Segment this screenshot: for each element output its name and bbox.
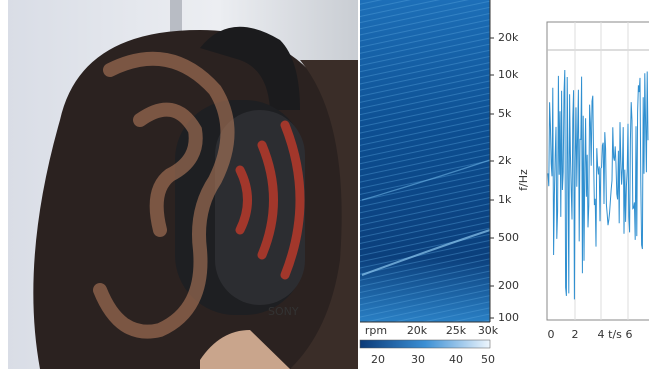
x-tick-label: 6 bbox=[626, 328, 633, 341]
colorbar-label: 20 bbox=[371, 353, 385, 366]
y-tick-label: 2k bbox=[498, 154, 512, 167]
y-tick-label: 5k bbox=[498, 107, 512, 120]
x-tick-label: 2 bbox=[572, 328, 579, 341]
y-tick-label: 1k bbox=[498, 193, 512, 206]
spectrogram-texture bbox=[360, 0, 490, 322]
page: SONY 20k10k5k2k1k500200100 f/Hz rpm20k25… bbox=[0, 0, 649, 369]
x-tick-label: 25k bbox=[446, 324, 467, 337]
brand-logo: SONY bbox=[268, 305, 299, 318]
x-tick-label: rpm bbox=[365, 324, 387, 337]
x-tick-label: t/s bbox=[608, 328, 622, 341]
y-tick-label: 100 bbox=[498, 311, 519, 324]
x-tick-label: 4 bbox=[598, 328, 605, 341]
x-tick-label: 0 bbox=[548, 328, 555, 341]
photo: SONY bbox=[8, 0, 358, 369]
y-tick-label: 200 bbox=[498, 279, 519, 292]
y-axis-label: f/Hz bbox=[517, 169, 530, 191]
y-tick-label: 20k bbox=[498, 31, 519, 44]
figure: SONY 20k10k5k2k1k500200100 f/Hz rpm20k25… bbox=[0, 0, 649, 369]
y-tick-label: 10k bbox=[498, 68, 519, 81]
colorbar-label: 30 bbox=[411, 353, 425, 366]
colorbar bbox=[360, 340, 490, 348]
y-tick-label: 500 bbox=[498, 231, 519, 244]
x-tick-label: 30k bbox=[478, 324, 499, 337]
x-tick-label: 20k bbox=[407, 324, 428, 337]
colorbar-label: 40 bbox=[449, 353, 463, 366]
colorbar-label: 50 bbox=[481, 353, 495, 366]
